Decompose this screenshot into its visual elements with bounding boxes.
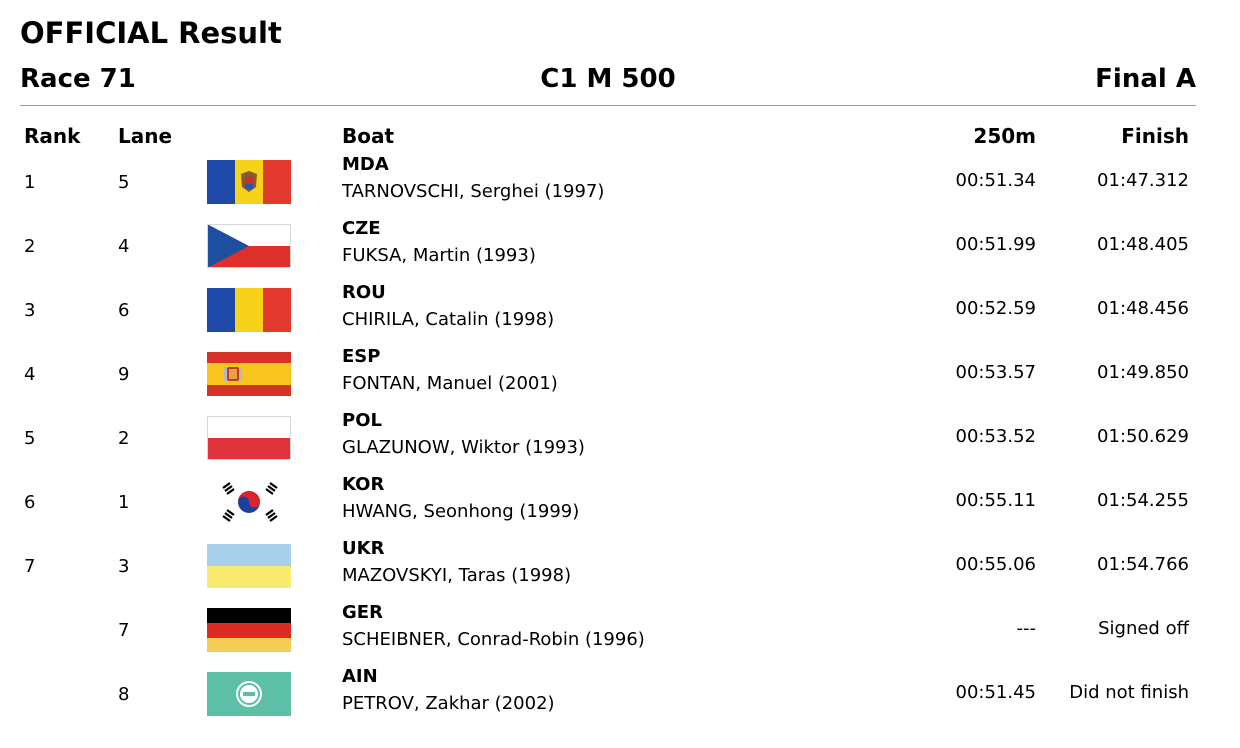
lane-cell: 6: [118, 300, 130, 321]
split-time: 00:53.57: [955, 362, 1037, 383]
finish-time: 01:47.312: [1097, 170, 1189, 191]
lane-cell: 2: [118, 428, 130, 449]
table-row: 7 GER SCHEIBNER, Conrad-Robin (1996) ---…: [0, 594, 1240, 658]
pol-flag-icon: [207, 416, 291, 460]
nation-code: ROU: [342, 282, 386, 303]
kor-flag-icon: [207, 480, 291, 524]
divider: [20, 105, 1196, 106]
athlete-name: FONTAN, Manuel (2001): [342, 373, 558, 394]
rank-cell: 1: [24, 172, 36, 193]
nation-code: AIN: [342, 666, 378, 687]
athlete-name: GLAZUNOW, Wiktor (1993): [342, 437, 585, 458]
ukr-flag-icon: [207, 544, 291, 588]
lane-cell: 7: [118, 620, 130, 641]
rou-flag-icon: [207, 288, 291, 332]
column-header-finish: Finish: [1121, 124, 1189, 148]
race-number: Race 71: [20, 64, 136, 94]
athlete-name: FUKSA, Martin (1993): [342, 245, 536, 266]
table-row: 1 5 MDA TARNOVSCHI, Serghei (1997) 00:51…: [0, 146, 1240, 210]
race-info: C1 M 500 Race 71 Final A: [20, 64, 1196, 100]
ain-flag-icon: [207, 672, 291, 716]
rank-cell: 5: [24, 428, 36, 449]
nation-code: KOR: [342, 474, 385, 495]
athlete-name: HWANG, Seonhong (1999): [342, 501, 580, 522]
rank-cell: 3: [24, 300, 36, 321]
split-time: 00:51.99: [955, 234, 1037, 255]
rank-cell: 2: [24, 236, 36, 257]
table-row: 5 2 POL GLAZUNOW, Wiktor (1993) 00:53.52…: [0, 402, 1240, 466]
finish-time: 01:48.456: [1097, 298, 1189, 319]
nation-code: POL: [342, 410, 382, 431]
split-time: 00:55.11: [955, 490, 1037, 511]
lane-cell: 3: [118, 556, 130, 577]
split-time: 00:51.34: [955, 170, 1037, 191]
nation-code: MDA: [342, 154, 389, 175]
split-time: 00:53.52: [955, 426, 1037, 447]
esp-flag-icon: [207, 352, 291, 396]
race-phase: Final A: [1095, 64, 1196, 94]
column-header-250m: 250m: [973, 124, 1036, 148]
lane-cell: 8: [118, 684, 130, 705]
table-row: 2 4 CZE FUKSA, Martin (1993) 00:51.99 01…: [0, 210, 1240, 274]
nation-code: UKR: [342, 538, 385, 559]
athlete-name: MAZOVSKYI, Taras (1998): [342, 565, 572, 586]
column-header-rank: Rank: [24, 124, 81, 148]
split-time: 00:52.59: [955, 298, 1037, 319]
column-header-lane: Lane: [118, 124, 173, 148]
finish-time: 01:48.405: [1097, 234, 1189, 255]
table-row: 4 9 ESP FONTAN, Manuel (2001) 00:53.57 0…: [0, 338, 1240, 402]
athlete-name: SCHEIBNER, Conrad-Robin (1996): [342, 629, 645, 650]
split-time: ---: [1016, 618, 1037, 639]
table-row: 7 3 UKR MAZOVSKYI, Taras (1998) 00:55.06…: [0, 530, 1240, 594]
lane-cell: 1: [118, 492, 130, 513]
finish-time: 01:50.629: [1097, 426, 1189, 447]
table-row: 6 1 KOR HWANG, Seonhong (1999) 00:55.11 …: [0, 466, 1240, 530]
lane-cell: 4: [118, 236, 130, 257]
athlete-name: TARNOVSCHI, Serghei (1997): [342, 181, 605, 202]
rank-cell: 6: [24, 492, 36, 513]
finish-time: 01:54.766: [1097, 554, 1189, 575]
mda-flag-icon: [207, 160, 291, 204]
split-time: 00:55.06: [955, 554, 1037, 575]
athlete-name: CHIRILA, Catalin (1998): [342, 309, 555, 330]
table-row: 3 6 ROU CHIRILA, Catalin (1998) 00:52.59…: [0, 274, 1240, 338]
race-event: C1 M 500: [540, 64, 676, 94]
nation-code: CZE: [342, 218, 381, 239]
rank-cell: 7: [24, 556, 36, 577]
column-header-boat: Boat: [342, 124, 395, 148]
split-time: 00:51.45: [955, 682, 1037, 703]
finish-time: Did not finish: [1069, 682, 1189, 703]
page-title: OFFICIAL Result: [20, 16, 282, 50]
cze-flag-icon: [207, 224, 291, 268]
nation-code: ESP: [342, 346, 381, 367]
rank-cell: 4: [24, 364, 36, 385]
lane-cell: 9: [118, 364, 130, 385]
athlete-name: PETROV, Zakhar (2002): [342, 693, 555, 714]
nation-code: GER: [342, 602, 383, 623]
finish-time: 01:54.255: [1097, 490, 1189, 511]
finish-time: 01:49.850: [1097, 362, 1189, 383]
lane-cell: 5: [118, 172, 130, 193]
finish-time: Signed off: [1098, 618, 1189, 639]
table-row: 8 AIN PETROV, Zakhar (2002) 00:51.45 Did…: [0, 658, 1240, 722]
ger-flag-icon: [207, 608, 291, 652]
